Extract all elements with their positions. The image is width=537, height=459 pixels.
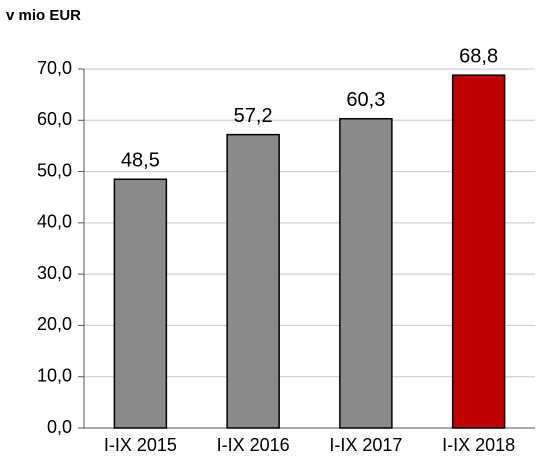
y-tick-label: 10,0: [37, 365, 72, 385]
y-tick-label: 20,0: [37, 314, 72, 334]
y-tick-label: 30,0: [37, 263, 72, 283]
y-tick-label: 60,0: [37, 109, 72, 129]
y-tick-label: 0,0: [47, 417, 72, 437]
bar: [113, 178, 168, 429]
value-label: 48,5: [121, 150, 160, 172]
bar: [339, 117, 393, 429]
chart-title: v mio EUR: [6, 7, 81, 24]
x-tick-label: I-IX 2015: [104, 435, 177, 455]
value-label: 68,8: [459, 45, 498, 67]
x-tick-label: I-IX 2016: [217, 435, 290, 455]
value-label: 60,3: [346, 89, 385, 111]
x-tick-label: I-IX 2017: [329, 435, 402, 455]
y-tick-label: 50,0: [37, 160, 72, 180]
y-tick-label: 70,0: [37, 58, 72, 78]
x-tick-label: I-IX 2018: [442, 435, 515, 455]
value-label: 57,2: [234, 105, 273, 127]
bar: [226, 133, 280, 429]
bar: [451, 74, 506, 429]
y-tick-label: 40,0: [37, 212, 72, 232]
